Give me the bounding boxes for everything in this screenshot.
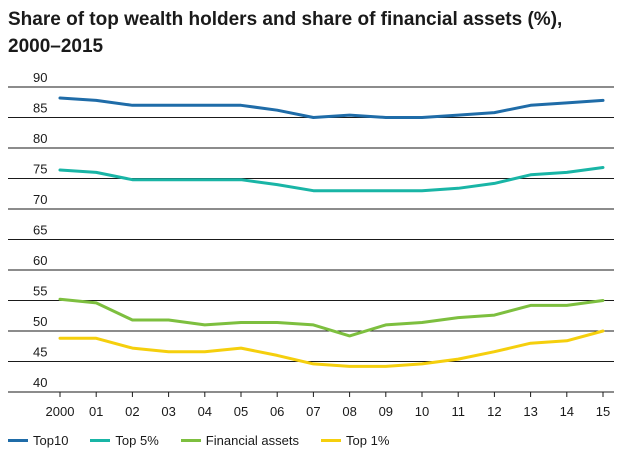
y-tick-label: 50 [33, 314, 47, 329]
y-tick-label: 45 [33, 345, 47, 360]
series-line-top-5 [58, 166, 605, 193]
y-tick-label: 90 [33, 70, 47, 85]
x-tick-label: 09 [379, 404, 393, 419]
legend-label-top10: Top10 [33, 433, 69, 448]
y-tick-label: 70 [33, 192, 47, 207]
legend-swatch-top1 [321, 439, 342, 442]
y-tick-label: 65 [33, 223, 47, 238]
x-tick-label: 02 [125, 404, 139, 419]
x-tick-label: 06 [270, 404, 284, 419]
legend-label-top1: Top 1% [346, 433, 390, 448]
x-tick-label: 13 [523, 404, 537, 419]
x-tick-label: 05 [234, 404, 248, 419]
y-tick-label: 40 [33, 375, 47, 390]
y-tick-label: 75 [33, 162, 47, 177]
x-tick-label: 12 [487, 404, 501, 419]
x-tick-label: 15 [596, 404, 610, 419]
legend-label-financial-assets: Financial assets [205, 433, 300, 448]
y-tick-label: 80 [33, 131, 47, 146]
series-line-top-1 [58, 329, 605, 368]
series-line-top10 [58, 96, 605, 119]
legend-swatch-top10 [8, 439, 28, 442]
y-tick-label: 55 [33, 284, 47, 299]
x-tick-label: 01 [89, 404, 103, 419]
x-tick-label: 03 [161, 404, 175, 419]
x-tick-label: 14 [560, 404, 574, 419]
legend-item-top10: Top10 [8, 433, 68, 448]
x-tick-label: 2000 [46, 404, 75, 419]
y-tick-label: 60 [33, 253, 47, 268]
legend-swatch-financial-assets [180, 439, 201, 442]
x-tick-label: 08 [342, 404, 356, 419]
x-tick-label: 10 [415, 404, 429, 419]
x-tick-label: 07 [306, 404, 320, 419]
y-tick-label: 85 [33, 101, 47, 116]
legend-swatch-top5 [90, 439, 111, 442]
series-line-financial-assets [58, 297, 605, 338]
chart-title: Share of top wealth holders and share of… [8, 9, 563, 57]
legend-label-top5: Top 5% [115, 433, 159, 448]
x-tick-label: 11 [451, 404, 465, 419]
legend-item-financial-assets: Financial assets [180, 433, 300, 448]
legend-item-top5: Top 5% [90, 433, 159, 448]
line-chart: 40 45 50 55 60 65 70 75 80 85 90 2000 01 02 03 04 05 06 07… [8, 70, 614, 419]
x-tick-label: 04 [198, 404, 212, 419]
legend-item-top1: Top 1% [321, 433, 389, 448]
legend: Top10 Top 5% Financial assets Top 1% [8, 433, 411, 448]
